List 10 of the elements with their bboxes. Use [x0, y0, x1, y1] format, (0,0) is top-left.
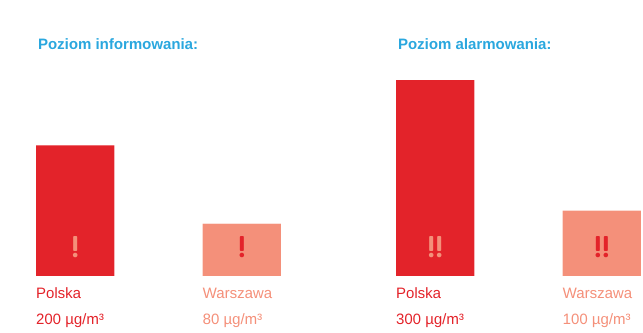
- x-tick-label: Warszawa: [562, 285, 633, 302]
- x-tick-label: Warszawa: [202, 285, 273, 302]
- x-tick-label: Polska: [396, 285, 442, 302]
- data-label: 100 µg/m³: [562, 311, 631, 328]
- chart-title: Poziom informowania:: [38, 36, 198, 53]
- x-tick-label: Polska: [36, 285, 82, 302]
- data-label: 200 µg/m³: [36, 311, 104, 328]
- data-label: 300 µg/m³: [396, 311, 464, 328]
- chart-title: Poziom alarmowania:: [398, 36, 552, 53]
- data-label: 80 µg/m³: [202, 311, 262, 328]
